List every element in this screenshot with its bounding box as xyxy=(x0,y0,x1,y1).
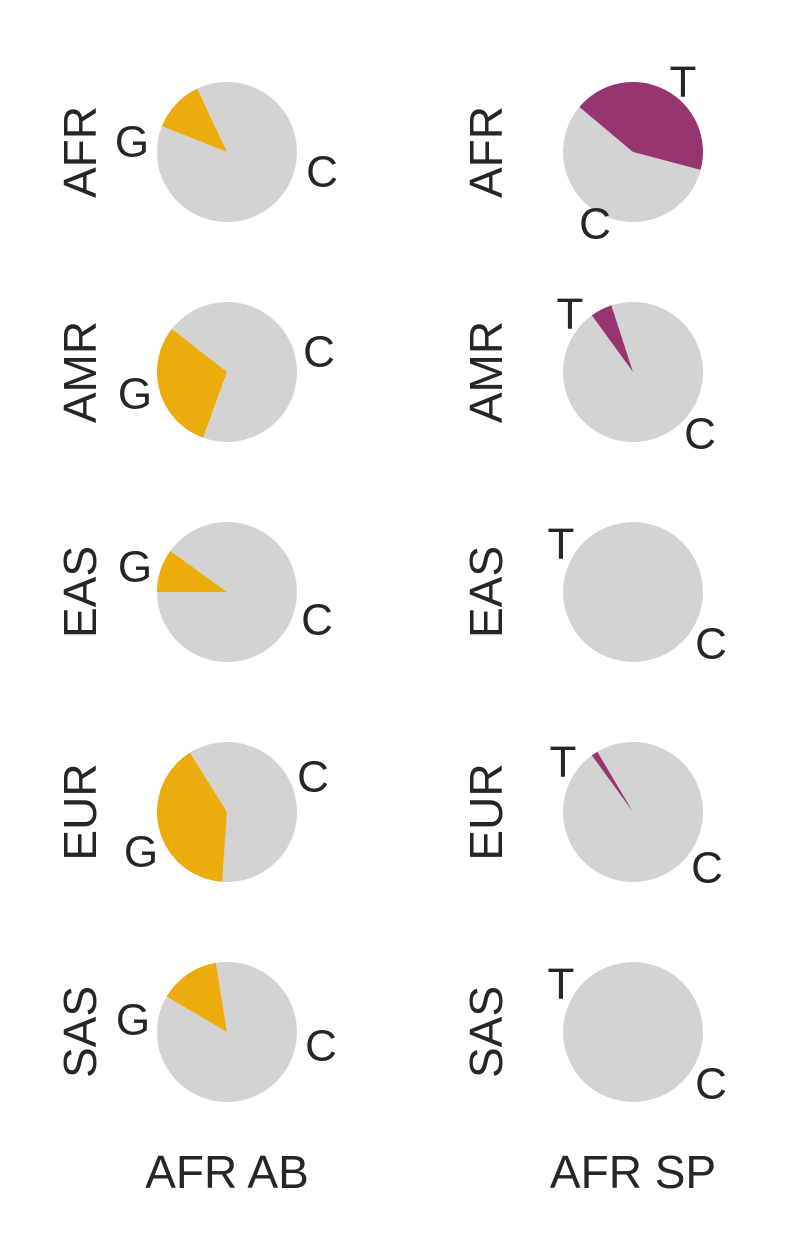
row-label-afr: AFR xyxy=(460,106,512,198)
pie-afr-sp-eas xyxy=(563,522,703,662)
pie-afr-ab-eur xyxy=(157,742,298,883)
slice-label-c: C xyxy=(691,844,723,893)
pie-afr-ab-sas xyxy=(156,962,297,1103)
slice-label-c: C xyxy=(579,200,611,249)
pie-slice-c xyxy=(563,302,704,443)
row-label-amr: AMR xyxy=(460,321,512,423)
pie-slice-c xyxy=(156,962,297,1103)
slice-label-c: C xyxy=(695,1060,727,1109)
row-label-eas: EAS xyxy=(460,546,512,638)
row-label-amr: AMR xyxy=(54,321,106,423)
slice-label-c: C xyxy=(297,753,329,802)
pie-slice-g xyxy=(157,752,227,882)
pie-afr-sp-sas xyxy=(563,962,703,1102)
pie-slice-c xyxy=(157,522,297,663)
pie-slice-g xyxy=(157,550,227,592)
pie-afr-ab-afr xyxy=(157,81,298,222)
slice-label-c: C xyxy=(301,596,333,645)
row-label-sas: SAS xyxy=(54,986,106,1078)
slice-label-c: C xyxy=(303,328,335,377)
slice-label-g: G xyxy=(118,543,152,592)
slice-label-t: T xyxy=(548,520,575,569)
pie-afr-sp-eur xyxy=(563,741,704,882)
pie-slice-c xyxy=(189,742,298,883)
slice-label-t: T xyxy=(548,960,575,1009)
pie-slice-c xyxy=(563,107,701,222)
pie-afr-sp-amr xyxy=(563,302,704,443)
pie-slice-t xyxy=(579,81,704,170)
slice-label-c: C xyxy=(684,410,716,459)
row-label-sas: SAS xyxy=(460,986,512,1078)
pie-slice-c xyxy=(157,81,298,222)
pies-layer xyxy=(156,81,704,1103)
row-label-eas: EAS xyxy=(54,546,106,638)
pie-slice-c xyxy=(563,741,704,882)
pie-slice-c xyxy=(171,302,297,443)
slice-label-t: T xyxy=(550,738,577,787)
pie-afr-ab-eas xyxy=(157,522,297,663)
slice-label-g: G xyxy=(115,118,149,167)
slice-label-g: G xyxy=(116,996,150,1045)
slice-label-g: G xyxy=(118,370,152,419)
slice-label-c: C xyxy=(305,1022,337,1071)
pie-slice-g xyxy=(161,88,227,152)
slice-label-t: T xyxy=(670,58,697,107)
pie-slice-t xyxy=(591,751,633,812)
labels-layer: CGCGCGCGCGCTCTCTCTCTAFRAMREASEURSASAFRAM… xyxy=(54,58,727,1199)
slice-label-c: C xyxy=(695,620,727,669)
slice-label-c: C xyxy=(306,148,338,197)
pie-afr-sp-afr xyxy=(563,81,704,222)
pie-slice-c xyxy=(563,522,703,662)
pie-slice-t xyxy=(591,305,633,372)
column-label-afr-sp: AFR SP xyxy=(550,1146,716,1198)
slice-label-t: T xyxy=(557,290,584,339)
pie-slice-c xyxy=(563,962,703,1102)
row-label-afr: AFR xyxy=(54,106,106,198)
column-label-afr-ab: AFR AB xyxy=(145,1146,309,1198)
pie-afr-ab-amr xyxy=(156,302,297,443)
row-label-eur: EUR xyxy=(460,763,512,860)
slice-label-g: G xyxy=(124,828,158,877)
pie-slice-g xyxy=(156,328,227,438)
row-label-eur: EUR xyxy=(54,763,106,860)
pie-slice-g xyxy=(166,962,227,1032)
